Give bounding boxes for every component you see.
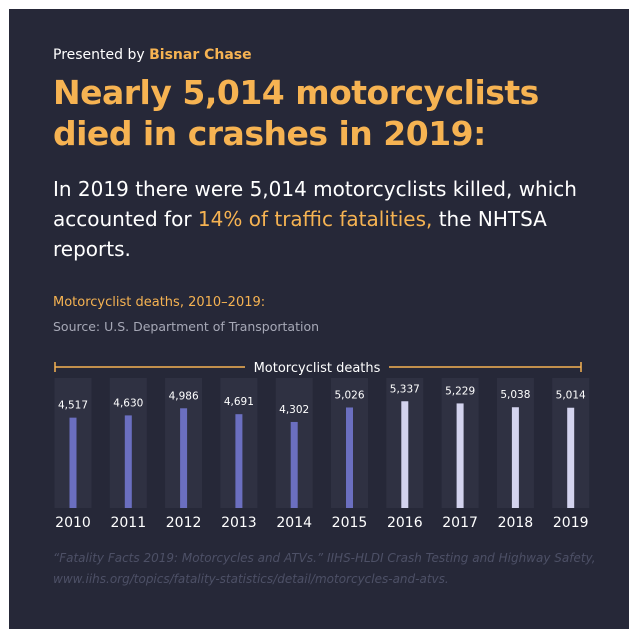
legend-label: Motorcyclist deaths	[254, 361, 381, 376]
intro-part1: In 2019 there were 5,014 motorcyclists k…	[53, 177, 577, 231]
bar-value-label: 4,517	[58, 400, 88, 412]
bar-value-label: 5,229	[445, 385, 475, 397]
intro-text: In 2019 there were 5,014 motorcyclists k…	[53, 174, 613, 264]
citation: “Fatality Facts 2019: Motorcycles and AT…	[53, 551, 596, 586]
chart-title: Motorcyclist deaths, 2010–2019:	[53, 295, 266, 310]
bar-value-label: 5,014	[556, 390, 586, 402]
bar	[567, 407, 575, 508]
x-tick-label: 2017	[442, 515, 478, 531]
intro-highlight: 14% of traffic fatalities,	[197, 207, 433, 231]
bar	[235, 414, 243, 508]
headline: Nearly 5,014 motorcyclists died in crash…	[53, 73, 539, 153]
x-tick-label: 2015	[332, 515, 368, 531]
brand-name: Bisnar Chase	[149, 47, 252, 63]
bar	[511, 407, 519, 508]
bar-value-label: 4,986	[169, 390, 199, 402]
x-tick-label: 2011	[110, 515, 146, 531]
bar	[180, 408, 188, 508]
bar	[346, 407, 353, 508]
x-tick-label: 2019	[553, 515, 589, 531]
bar-value-label: 5,026	[334, 389, 364, 401]
x-tick-label: 2014	[276, 515, 312, 531]
infographic-card: Presented by Bisnar Chase Nearly 5,014 m…	[9, 9, 629, 629]
x-tick-label: 2012	[166, 515, 202, 531]
bar	[124, 415, 132, 508]
presented-by: Presented by Bisnar Chase	[53, 47, 252, 63]
bar-chart: Motorcyclist deaths 4,517 2010 4,630 2011 4,9…	[54, 361, 590, 531]
bar	[290, 421, 298, 508]
bar	[69, 417, 77, 508]
bar-value-label: 5,038	[500, 389, 530, 401]
x-tick-label: 2016	[387, 515, 423, 531]
bar	[401, 401, 409, 508]
chart-source: Source: U.S. Department of Transportatio…	[53, 319, 320, 334]
presented-prefix: Presented by	[53, 47, 145, 63]
x-tick-label: 2013	[221, 515, 257, 531]
x-tick-label: 2010	[55, 515, 91, 531]
bar-value-label: 4,691	[224, 396, 254, 408]
intro-part2: the NHTSA reports.	[53, 207, 547, 261]
bar-value-label: 4,302	[279, 404, 309, 416]
x-tick-label: 2018	[498, 515, 534, 531]
bar	[456, 403, 464, 508]
bar-value-label: 4,630	[113, 397, 143, 409]
bar-value-label: 5,337	[390, 383, 420, 395]
